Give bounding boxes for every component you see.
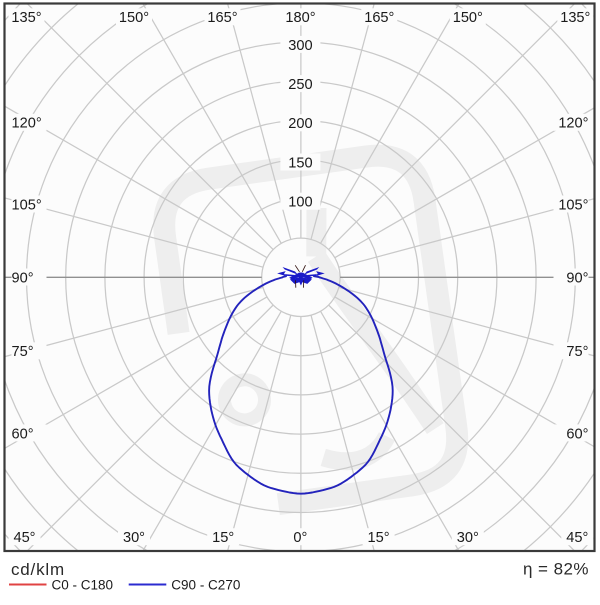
svg-text:100: 100 [288,195,312,211]
svg-text:300: 300 [288,38,312,54]
svg-text:C90 - C270: C90 - C270 [171,578,240,593]
svg-text:200: 200 [288,116,312,132]
svg-text:0°: 0° [293,530,307,546]
svg-text:105°: 105° [12,197,42,213]
svg-text:180°: 180° [285,10,315,26]
svg-text:165°: 165° [207,10,237,26]
svg-text:30°: 30° [123,530,145,546]
svg-text:250: 250 [288,77,312,93]
svg-text:15°: 15° [212,530,234,546]
svg-text:η = 82%: η = 82% [523,560,589,579]
svg-text:75°: 75° [12,344,34,360]
svg-text:120°: 120° [12,116,42,132]
svg-text:60°: 60° [12,426,34,442]
svg-text:150°: 150° [453,10,483,26]
svg-text:75°: 75° [566,344,588,360]
svg-text:150: 150 [288,155,312,171]
svg-text:165°: 165° [364,10,394,26]
svg-text:cd/klm: cd/klm [11,560,65,579]
svg-text:15°: 15° [368,530,390,546]
svg-text:120°: 120° [558,116,588,132]
svg-text:30°: 30° [457,530,479,546]
svg-text:C0 - C180: C0 - C180 [52,578,114,593]
svg-text:135°: 135° [11,10,41,26]
svg-text:90°: 90° [12,270,34,286]
svg-text:90°: 90° [566,270,588,286]
svg-text:105°: 105° [558,197,588,213]
svg-text:45°: 45° [13,530,35,546]
svg-text:45°: 45° [566,530,588,546]
svg-text:135°: 135° [560,10,590,26]
svg-text:150°: 150° [119,10,149,26]
svg-text:60°: 60° [566,426,588,442]
